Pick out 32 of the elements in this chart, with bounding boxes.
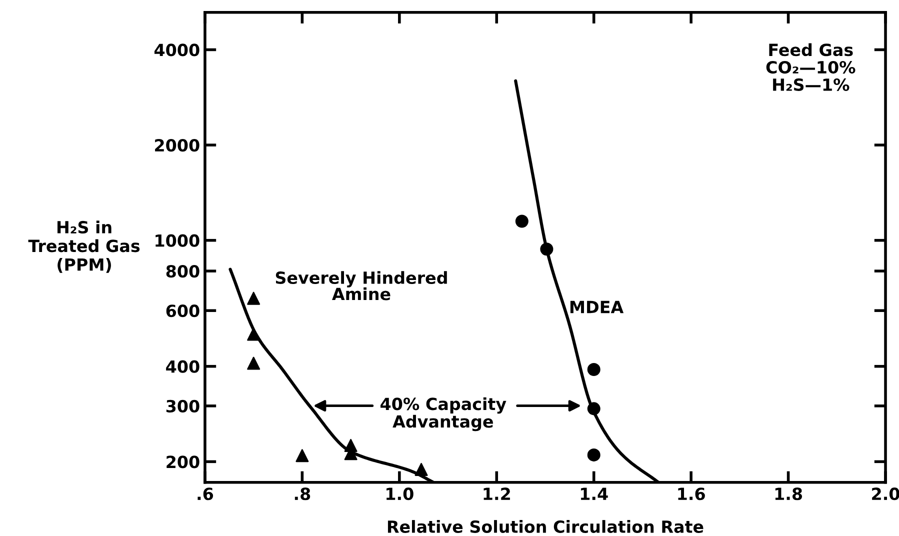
y-tick-label: 600 <box>166 304 200 318</box>
y-tick-label: 400 <box>166 360 200 373</box>
x-tick-label: 1.2 <box>484 488 510 500</box>
y-tick-label: 1000 <box>156 234 200 247</box>
point <box>587 402 600 416</box>
point <box>587 362 600 376</box>
series-label: Severely Hindered Amine <box>276 271 447 300</box>
point <box>414 462 428 476</box>
y-axis-title: H₂S in Treated Gas (PPM) <box>28 220 140 273</box>
x-tick-label: 1.6 <box>678 488 705 500</box>
x-tick-label: 1.8 <box>775 488 802 500</box>
x-axis-title: Relative Solution Circulation Rate <box>388 520 704 533</box>
point <box>247 356 260 370</box>
point <box>540 242 554 256</box>
y-tick-label: 4000 <box>154 44 200 56</box>
x-tick-label: 1.4 <box>580 488 608 500</box>
y-tick-label: 800 <box>166 264 200 278</box>
y-tick-label: 300 <box>166 400 200 412</box>
point <box>247 292 260 305</box>
x-tick-label: .6 <box>198 488 214 500</box>
x-tick-label: 2.0 <box>872 488 899 500</box>
point <box>587 448 600 462</box>
annotation: 40% Capacity Advantage <box>380 397 506 432</box>
point <box>515 214 528 228</box>
x-tick-label: .8 <box>294 488 310 500</box>
point <box>247 328 260 341</box>
series-label: MDEA <box>570 300 624 314</box>
y-tick-label: 200 <box>166 456 200 468</box>
point <box>296 449 309 462</box>
y-tick-label: 2000 <box>155 138 200 152</box>
x-tick-label: 1.0 <box>386 488 414 500</box>
annotation: Feed Gas CO₂—10% H₂S—1% <box>766 43 856 91</box>
